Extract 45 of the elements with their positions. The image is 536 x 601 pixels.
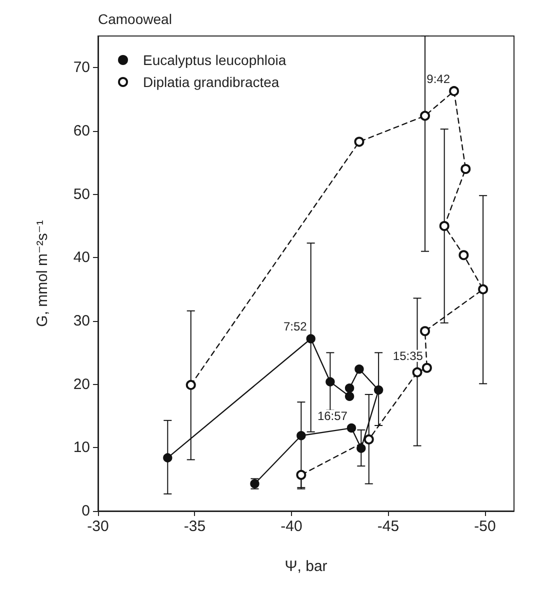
point xyxy=(458,250,469,260)
point xyxy=(478,284,488,294)
point xyxy=(326,377,335,386)
point xyxy=(296,431,306,440)
point xyxy=(344,384,354,393)
point xyxy=(163,453,172,462)
annotation: 16:57 xyxy=(317,409,348,424)
y-tick-label: 50 xyxy=(73,186,90,203)
point xyxy=(422,362,432,373)
y-tick-label: 30 xyxy=(73,312,90,330)
point xyxy=(412,367,422,378)
annotation: 9:42 xyxy=(426,72,450,86)
x-tick-label: -40 xyxy=(280,518,302,535)
y-tick-label: 40 xyxy=(73,249,90,266)
legend-label: Eucalyptus leucophloia xyxy=(143,52,286,68)
point xyxy=(344,392,354,401)
point xyxy=(306,334,316,344)
y-tick-label: 70 xyxy=(73,59,90,76)
point xyxy=(346,423,356,433)
y-tick-label: 10 xyxy=(73,439,90,456)
annotation: 7:52 xyxy=(283,320,308,334)
x-axis-title: Ψ, bar xyxy=(284,558,328,575)
legend-label: Diplatia grandibractea xyxy=(143,74,280,90)
annotation: 15:35 xyxy=(392,348,424,363)
point xyxy=(449,86,460,96)
x-tick-label: -35 xyxy=(184,518,206,535)
point xyxy=(296,470,306,480)
y-tick-label: 0 xyxy=(82,502,90,520)
x-tick-label: -50 xyxy=(474,518,496,535)
point xyxy=(439,221,450,231)
point xyxy=(460,164,471,174)
point xyxy=(354,136,364,147)
y-tick-label: 60 xyxy=(73,122,90,140)
text: Camooweal xyxy=(98,11,172,27)
point xyxy=(354,364,364,374)
y-axis-title: G, mmol m⁻²s⁻¹ xyxy=(34,220,51,327)
y-tick-label: 20 xyxy=(73,376,90,393)
point xyxy=(420,326,430,336)
x-tick-label: -30 xyxy=(87,518,109,535)
point xyxy=(186,380,196,390)
point xyxy=(356,444,366,453)
point xyxy=(374,385,384,395)
point xyxy=(420,110,430,121)
point xyxy=(364,434,374,444)
x-tick-label: -45 xyxy=(377,518,400,535)
